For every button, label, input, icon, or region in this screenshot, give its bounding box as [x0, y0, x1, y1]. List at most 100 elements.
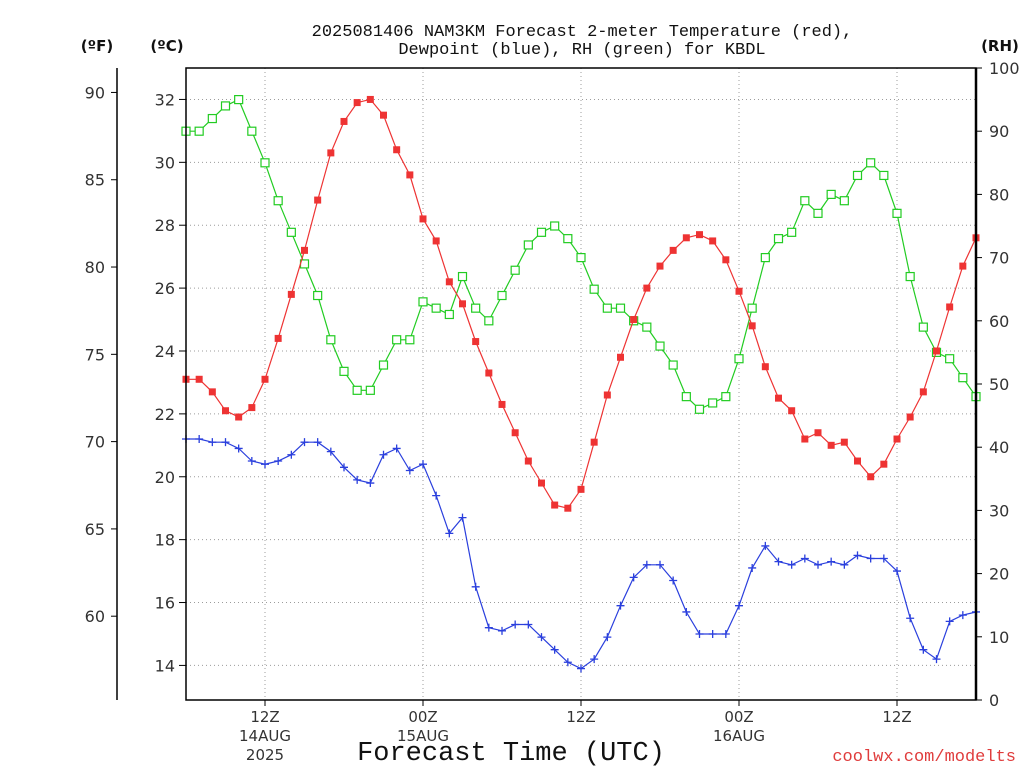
- celsius-tick-label: 24: [155, 342, 175, 361]
- dewpoint-point: [774, 557, 783, 566]
- temperature-point: [603, 391, 611, 399]
- dewpoint-point: [879, 554, 888, 563]
- dewpoint-point: [735, 601, 743, 610]
- relative-humidity-point: [273, 196, 283, 206]
- temperature-point: [222, 407, 229, 415]
- dewpoint-point: [761, 541, 770, 550]
- temperature-point: [577, 485, 585, 493]
- dewpoint-point: [563, 658, 572, 667]
- temperature-point: [472, 338, 480, 346]
- relative-humidity-point: [879, 170, 889, 181]
- dewpoint-point: [748, 563, 757, 572]
- dewpoint-point: [550, 645, 559, 654]
- dewpoint-point: [919, 645, 928, 654]
- relative-humidity-point: [760, 253, 770, 263]
- relative-humidity-point: [234, 94, 244, 105]
- fahrenheit-tick-label: 65: [85, 520, 105, 539]
- temperature-point: [432, 237, 440, 245]
- fahrenheit-tick-label: 80: [85, 258, 105, 277]
- relative-humidity-point: [642, 322, 652, 332]
- temperature-point: [353, 99, 361, 107]
- relative-humidity-point: [313, 290, 323, 301]
- relative-humidity-point: [668, 360, 678, 370]
- temperature-point: [564, 504, 572, 512]
- relative-humidity-point: [800, 196, 810, 206]
- dewpoint-point: [866, 554, 875, 563]
- relative-humidity-point: [326, 335, 336, 345]
- dewpoint-point: [642, 560, 651, 569]
- relative-humidity-point: [471, 303, 481, 313]
- temperature-point: [511, 429, 519, 437]
- x-tick-label: 00Z: [724, 708, 753, 726]
- temperature-point: [906, 413, 914, 421]
- relative-humidity-point: [431, 303, 441, 313]
- temperature-point: [933, 347, 940, 355]
- relative-humidity-point: [497, 290, 507, 301]
- relative-humidity-point: [813, 208, 823, 218]
- relative-humidity-point: [839, 196, 849, 206]
- relative-humidity-point: [826, 189, 836, 199]
- relative-humidity-point: [523, 240, 533, 250]
- dewpoint-point: [893, 567, 901, 576]
- relative-humidity-point: [563, 234, 573, 244]
- relative-humidity-point: [510, 265, 520, 275]
- temperature-point: [630, 316, 638, 324]
- dewpoint-point: [945, 617, 954, 626]
- celsius-tick-label: 30: [155, 153, 175, 172]
- temperature-point: [748, 322, 756, 330]
- dewpoint-point: [221, 438, 230, 447]
- dewpoint-point: [656, 560, 664, 569]
- rh-tick-label: 90: [989, 122, 1009, 141]
- relative-humidity-point: [207, 113, 217, 124]
- temperature-point: [287, 290, 295, 298]
- temperature-point: [524, 457, 532, 465]
- relative-humidity-point: [773, 234, 784, 244]
- relative-humidity-point: [681, 392, 691, 402]
- dewpoint-point: [814, 560, 822, 569]
- fahrenheit-axis-unit: (ºF): [81, 37, 113, 55]
- dewpoint-point: [511, 620, 520, 629]
- temperature-point: [761, 363, 769, 371]
- relative-humidity-point: [194, 126, 204, 136]
- temperature-point: [656, 262, 664, 270]
- dewpoint-point: [432, 491, 441, 500]
- relative-humidity-point: [602, 303, 612, 313]
- dewpoint-point: [958, 611, 967, 620]
- temperature-point: [208, 388, 216, 396]
- dewpoint-point: [932, 655, 941, 664]
- dewpoint-point: [379, 450, 388, 459]
- axes: 14 16 18 20 22 24 26 28 30 32 60 65 70 75 80 85 90 0 10 20 3…: [85, 59, 1020, 764]
- x-tick-label: 16AUG: [713, 727, 765, 745]
- temperature-point: [722, 256, 730, 264]
- rh-tick-label: 60: [989, 312, 1009, 331]
- dewpoint-point: [405, 466, 414, 475]
- dewpoint-point: [287, 450, 296, 459]
- temperature-point: [419, 215, 427, 223]
- relative-humidity-point: [392, 335, 402, 345]
- relative-humidity-point: [694, 404, 705, 414]
- fahrenheit-tick-label: 60: [85, 607, 105, 626]
- x-tick-label: 14AUG: [239, 727, 291, 745]
- temperature-point: [327, 149, 335, 157]
- relative-humidity-point: [958, 373, 968, 383]
- temperature-point: [709, 237, 717, 245]
- celsius-axis-unit: (ºC): [150, 37, 183, 55]
- relative-humidity-point: [918, 322, 928, 332]
- relative-humidity-point: [945, 354, 955, 364]
- dewpoint-point: [300, 438, 309, 447]
- dewpoint-point: [708, 629, 717, 638]
- dewpoint-point: [366, 479, 375, 488]
- temperature-point: [880, 460, 888, 468]
- dewpoint-point: [498, 626, 506, 635]
- x-axis-title: Forecast Time (UTC): [357, 739, 665, 768]
- temperature-point: [538, 479, 545, 487]
- relative-humidity-point: [615, 303, 626, 313]
- temperature-point: [867, 473, 875, 481]
- temperature-point: [301, 246, 308, 254]
- dewpoint-point: [340, 463, 348, 472]
- dewpoint-point: [603, 633, 612, 642]
- rh-tick-label: 70: [989, 249, 1009, 268]
- temperature-point: [959, 262, 967, 270]
